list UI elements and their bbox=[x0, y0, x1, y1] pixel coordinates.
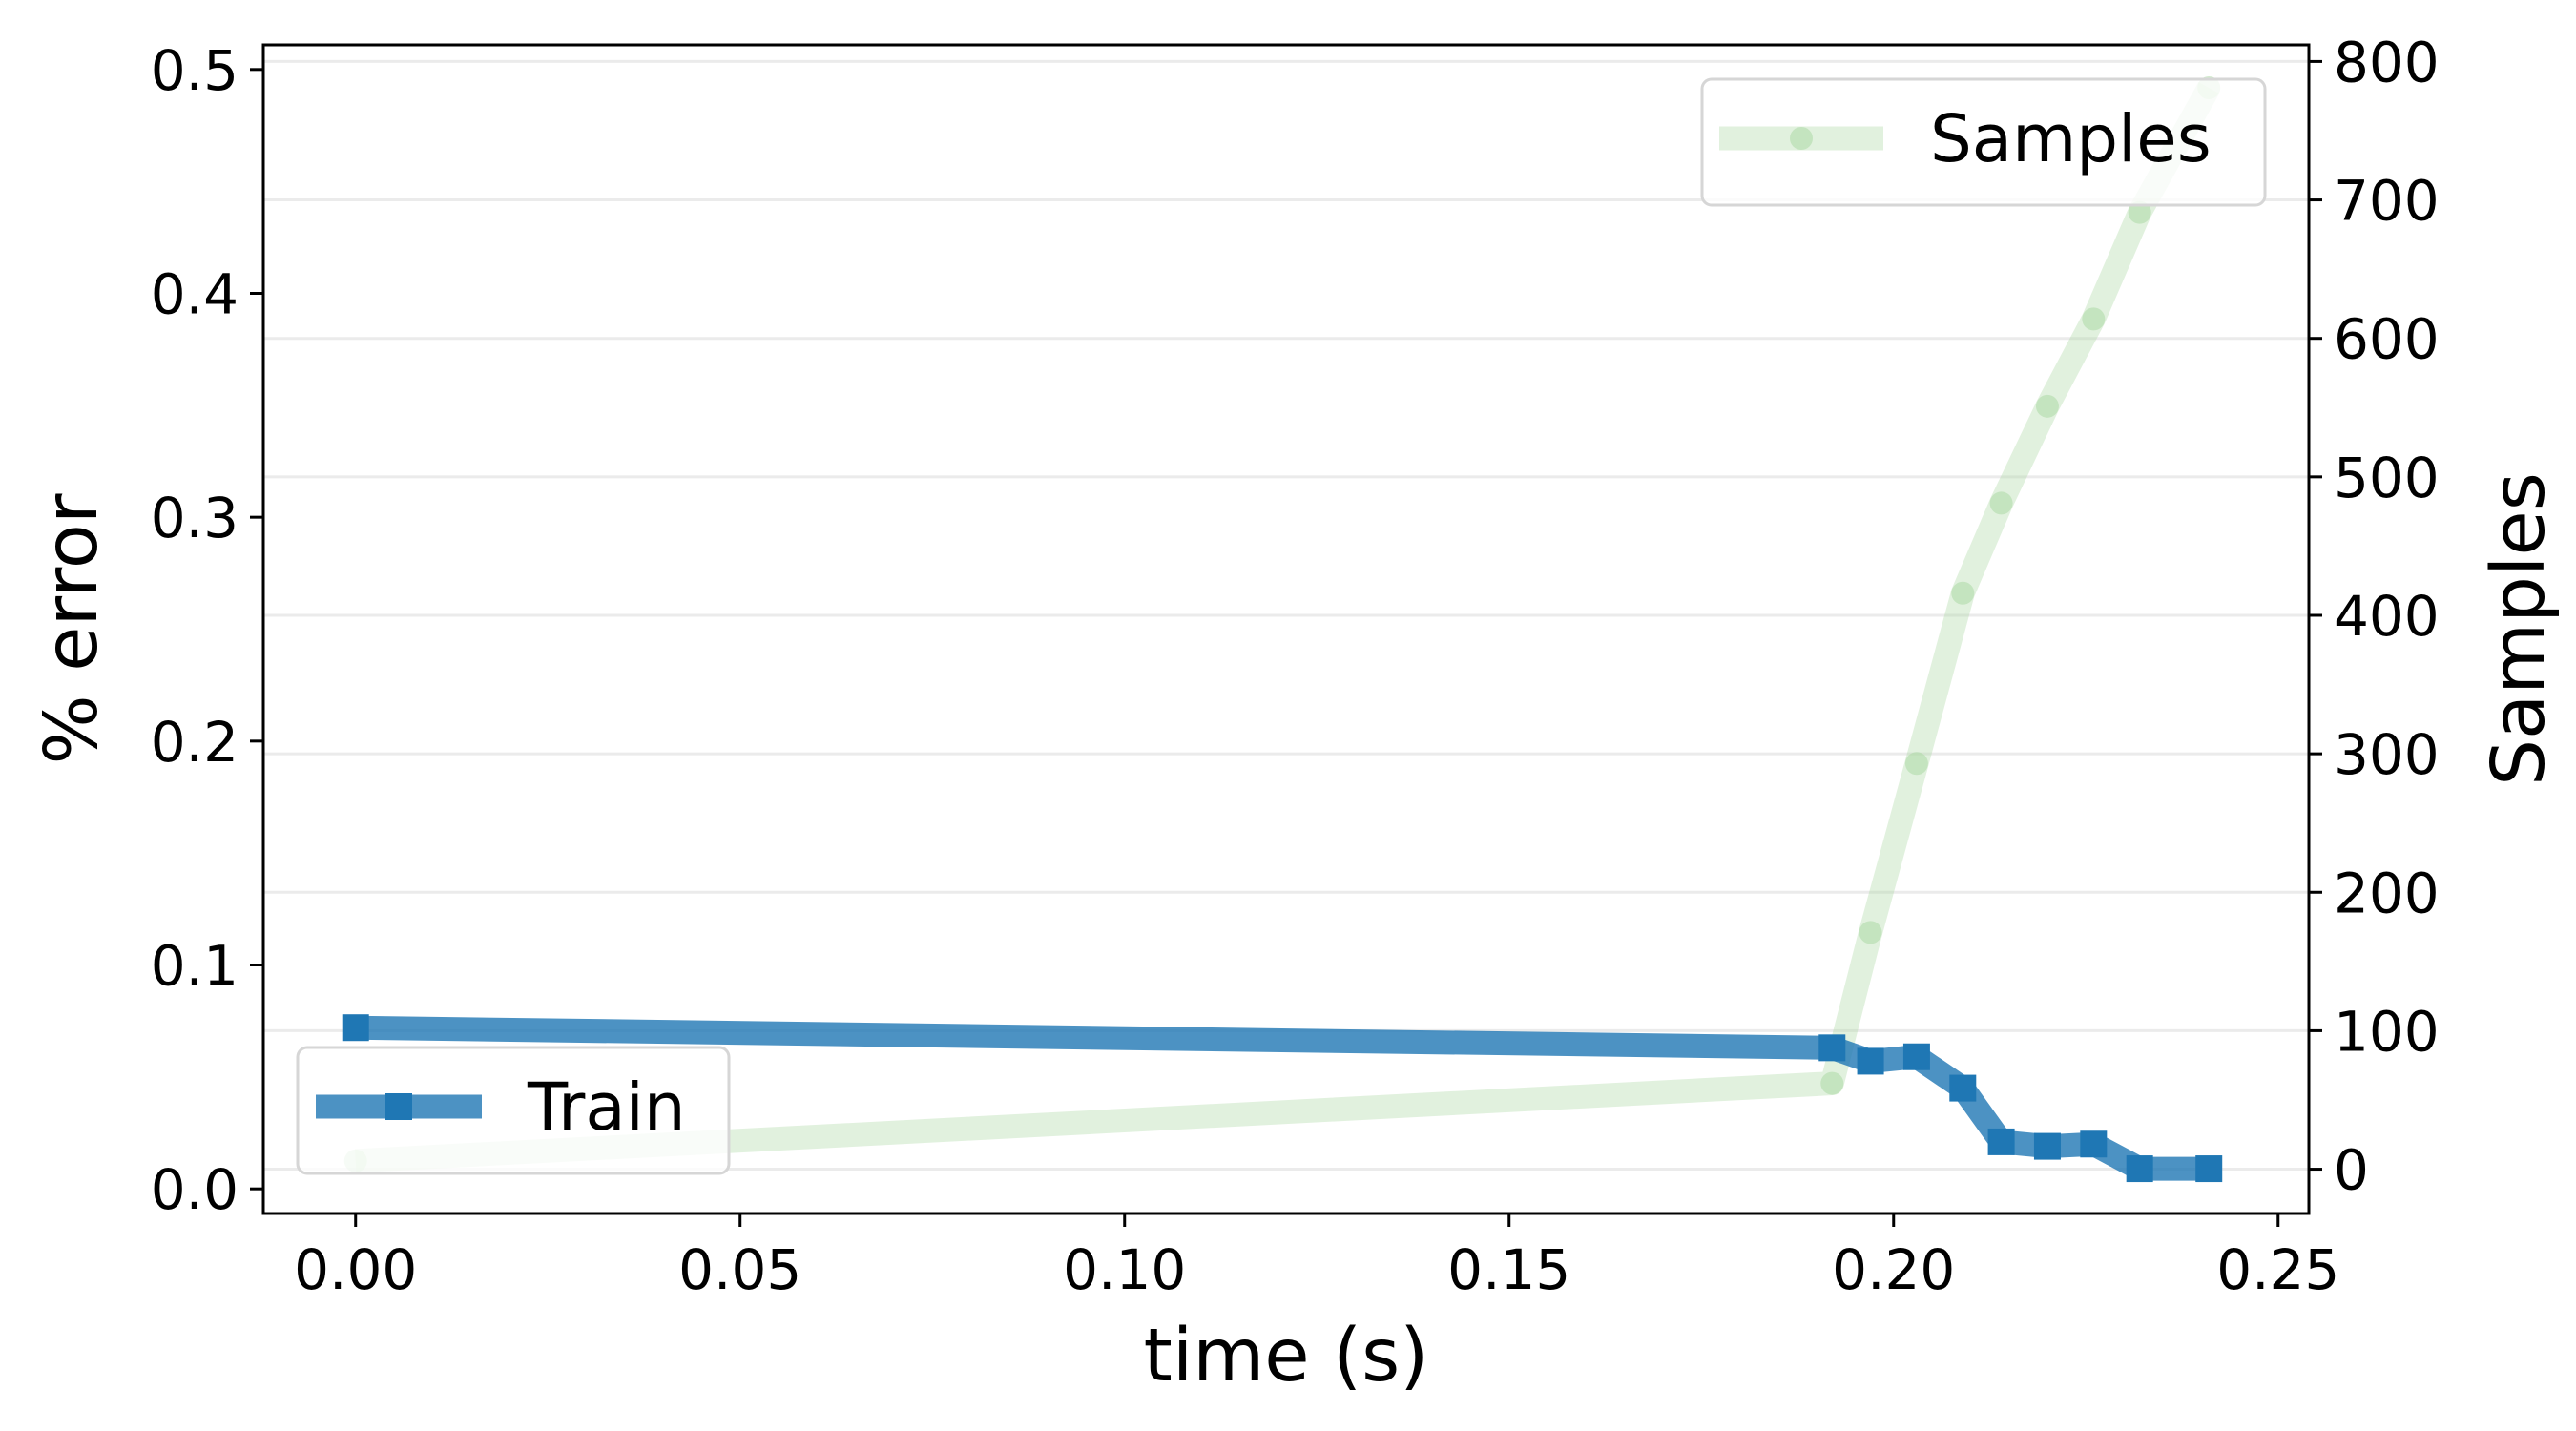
series-train bbox=[342, 1014, 2223, 1183]
train-point bbox=[1987, 1128, 2015, 1155]
samples-line bbox=[355, 81, 2220, 1173]
train-point bbox=[2195, 1155, 2223, 1183]
samples-point bbox=[1904, 752, 1928, 776]
legend-samples: Samples bbox=[1700, 77, 2267, 207]
y2-tick-label: 800 bbox=[2334, 30, 2440, 94]
samples-point bbox=[2128, 200, 2151, 224]
right-y-axis-ticks: 0 100 200 300 400 500 600 700 800 bbox=[2309, 30, 2440, 1203]
train-point bbox=[1902, 1043, 1930, 1070]
series-samples bbox=[343, 75, 2221, 1173]
y-tick-label: 0.1 bbox=[151, 934, 239, 999]
y2-tick-label: 700 bbox=[2334, 169, 2440, 234]
y2-tick-label: 0 bbox=[2334, 1138, 2369, 1203]
x-tick-label: 0.20 bbox=[1832, 1237, 1955, 1302]
legend-marker-samples bbox=[1790, 127, 1813, 150]
y2-tick-label: 600 bbox=[2334, 307, 2440, 372]
y-tick-label: 0.4 bbox=[151, 261, 239, 326]
train-point bbox=[1818, 1034, 1846, 1062]
y-tick-label: 0.2 bbox=[151, 710, 239, 775]
left-y-axis-ticks: 0.0 0.1 0.2 0.3 0.4 0.5 bbox=[151, 38, 263, 1222]
right-y-axis-title: Samples bbox=[2477, 472, 2562, 786]
y2-tick-label: 500 bbox=[2334, 446, 2440, 510]
samples-point bbox=[1989, 491, 2013, 515]
train-point bbox=[2126, 1155, 2153, 1183]
x-axis-title: time (s) bbox=[1144, 1314, 1429, 1399]
legends: Samples Train bbox=[296, 77, 2267, 1175]
train-point bbox=[342, 1014, 369, 1042]
y2-tick-label: 200 bbox=[2334, 861, 2440, 925]
x-tick-label: 0.05 bbox=[678, 1237, 801, 1302]
y-tick-label: 0.5 bbox=[151, 38, 239, 103]
train-point bbox=[2080, 1130, 2108, 1158]
left-y-axis-title: % error bbox=[30, 493, 114, 764]
samples-point bbox=[1820, 1071, 1844, 1095]
train-point bbox=[1857, 1047, 1884, 1075]
gridlines bbox=[263, 59, 2309, 1172]
legend-box bbox=[1700, 77, 2267, 207]
x-tick-label: 0.10 bbox=[1063, 1237, 1186, 1302]
samples-point bbox=[2082, 307, 2106, 331]
legend-label-train: Train bbox=[527, 1069, 686, 1146]
x-tick-label: 0.25 bbox=[2216, 1237, 2339, 1302]
train-point bbox=[1949, 1074, 1977, 1102]
samples-point bbox=[1951, 581, 1975, 605]
x-axis-ticks: 0.00 0.05 0.10 0.15 0.20 0.25 bbox=[294, 1213, 2339, 1302]
plot-area-frame bbox=[261, 43, 2311, 1215]
y-tick-label: 0.3 bbox=[151, 486, 239, 550]
legend-marker-train bbox=[385, 1093, 412, 1120]
train-line bbox=[355, 1015, 2210, 1181]
train-point bbox=[2033, 1132, 2061, 1160]
legend-box bbox=[296, 1046, 731, 1175]
y-tick-label: 0.0 bbox=[151, 1157, 239, 1222]
y2-tick-label: 300 bbox=[2334, 722, 2440, 787]
x-tick-label: 0.00 bbox=[294, 1237, 417, 1302]
y2-tick-label: 400 bbox=[2334, 584, 2440, 649]
y2-tick-label: 100 bbox=[2334, 999, 2440, 1064]
legend-label-samples: Samples bbox=[1930, 101, 2212, 177]
samples-point bbox=[1859, 921, 1882, 944]
samples-point bbox=[2035, 394, 2059, 418]
x-tick-label: 0.15 bbox=[1447, 1237, 1570, 1302]
legend-train: Train bbox=[296, 1046, 731, 1175]
